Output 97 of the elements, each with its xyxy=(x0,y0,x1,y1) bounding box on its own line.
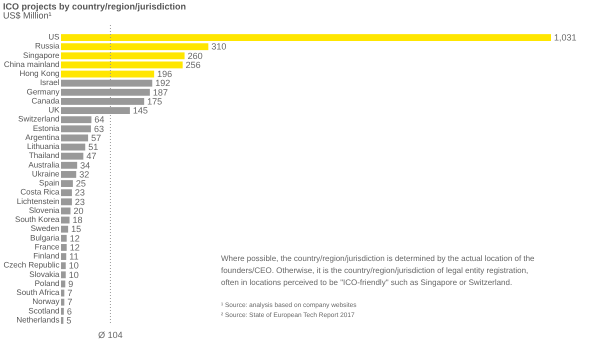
bar xyxy=(61,262,66,270)
data-label: 196 xyxy=(157,69,172,80)
chart-title: ICO projects by country/region/jurisdiction xyxy=(2,2,186,12)
y-tick-label: Ukraine xyxy=(32,169,60,178)
bar xyxy=(61,162,78,169)
y-tick-label: Slovakia xyxy=(29,270,60,279)
y-tick-label: US xyxy=(48,32,60,42)
bar xyxy=(61,189,72,196)
data-label: 11 xyxy=(69,252,79,262)
data-label: 175 xyxy=(147,96,162,106)
data-label: 310 xyxy=(211,42,226,52)
y-tick-label: Australia xyxy=(28,160,60,170)
bar xyxy=(61,298,64,306)
data-label: 192 xyxy=(155,78,170,88)
annotation: Where possible, the country/region/jurisdiction is determined by the actual location of the xyxy=(221,254,536,263)
bar xyxy=(61,171,76,178)
y-tick-label: South Korea xyxy=(15,215,60,224)
data-label: 260 xyxy=(188,50,203,61)
data-label: 34 xyxy=(80,160,90,170)
bar xyxy=(61,216,70,224)
y-tick-label: South Africa xyxy=(16,288,60,298)
y-tick-label: Lichtenstein xyxy=(16,196,60,206)
y-tick-label: Sweden xyxy=(30,224,60,234)
data-label: 10 xyxy=(68,270,79,280)
data-label: 7 xyxy=(67,288,72,298)
data-label: 23 xyxy=(74,188,85,198)
bar xyxy=(61,253,66,260)
data-label: 25 xyxy=(76,178,86,189)
y-tick-label: Finland xyxy=(33,252,60,261)
data-label: 18 xyxy=(72,215,83,226)
y-tick-label: Slovenia xyxy=(28,206,60,215)
y-tick-label: Israel xyxy=(40,78,60,88)
y-tick-label: Costa Rica xyxy=(20,188,60,197)
y-tick-label: Germany xyxy=(26,87,60,96)
bar xyxy=(61,244,67,251)
bar xyxy=(61,125,91,132)
bar xyxy=(61,52,185,60)
data-label: 5 xyxy=(66,315,72,326)
data-label: 63 xyxy=(94,124,104,134)
data-label: 6 xyxy=(66,306,72,316)
ref-line-label: Ø 104 xyxy=(98,330,123,340)
bar xyxy=(61,180,73,187)
data-label: 57 xyxy=(91,132,102,143)
data-label: 9 xyxy=(68,278,74,289)
y-tick-label: Lithuania xyxy=(27,142,60,152)
y-tick-label: Argentina xyxy=(25,132,60,142)
data-label: 187 xyxy=(152,87,168,98)
bar xyxy=(61,308,64,315)
data-label: 64 xyxy=(94,114,104,125)
data-label: 47 xyxy=(86,151,96,162)
data-label: 51 xyxy=(88,142,98,152)
data-label: 12 xyxy=(70,242,80,252)
y-tick-label: Switzerland xyxy=(18,114,60,124)
data-label: 7 xyxy=(67,297,72,308)
y-tick-label: China mainland xyxy=(4,60,60,69)
data-label: 1,031 xyxy=(554,32,577,43)
bar xyxy=(61,116,92,124)
bar xyxy=(61,234,67,242)
data-label: 10 xyxy=(68,260,79,271)
bar xyxy=(61,144,86,150)
bar xyxy=(61,134,88,142)
data-label: 23 xyxy=(74,196,85,207)
bar xyxy=(61,62,183,68)
y-tick-label: Estonia xyxy=(32,124,60,133)
bar xyxy=(61,208,71,214)
y-tick-label: Netherlands xyxy=(16,315,60,324)
y-tick-label: Czech Republic xyxy=(3,260,60,270)
y-tick-label: Thailand xyxy=(28,151,60,160)
bar xyxy=(61,34,551,41)
y-tick-label: Bulgaria xyxy=(30,233,60,242)
data-label: 256 xyxy=(186,60,201,70)
bar xyxy=(61,271,66,278)
annotation: often in locations perceived to be "ICO-friendly" such as Singapore or Switzerland. xyxy=(221,278,512,287)
y-tick-label: Russia xyxy=(35,42,60,51)
bar xyxy=(61,152,84,160)
annotation: founders/CEO. Otherwise, it is the country/region/jurisdiction of legal entity registration, xyxy=(221,266,528,275)
y-tick-label: Norway xyxy=(32,297,60,306)
y-tick-label: UK xyxy=(48,106,60,115)
y-tick-label: France xyxy=(34,242,60,252)
y-tick-label: Canada xyxy=(31,96,60,106)
bar xyxy=(61,226,68,233)
data-label: 145 xyxy=(132,106,148,116)
y-tick-label: Scotland xyxy=(28,306,60,316)
y-tick-label: Spain xyxy=(39,178,60,188)
data-label: 15 xyxy=(71,224,82,234)
bar xyxy=(61,198,72,206)
data-label: 20 xyxy=(74,206,84,216)
y-tick-label: Poland xyxy=(34,278,60,288)
bar xyxy=(61,70,154,78)
y-tick-label: Singapore xyxy=(23,50,60,60)
bar xyxy=(61,280,66,288)
chart-subtitle: US$ Million¹ xyxy=(2,10,52,20)
bar xyxy=(61,290,64,296)
y-tick-label: Hong Kong xyxy=(19,69,60,78)
data-label: 12 xyxy=(70,233,80,244)
bar xyxy=(61,43,208,50)
data-label: 32 xyxy=(79,169,90,180)
